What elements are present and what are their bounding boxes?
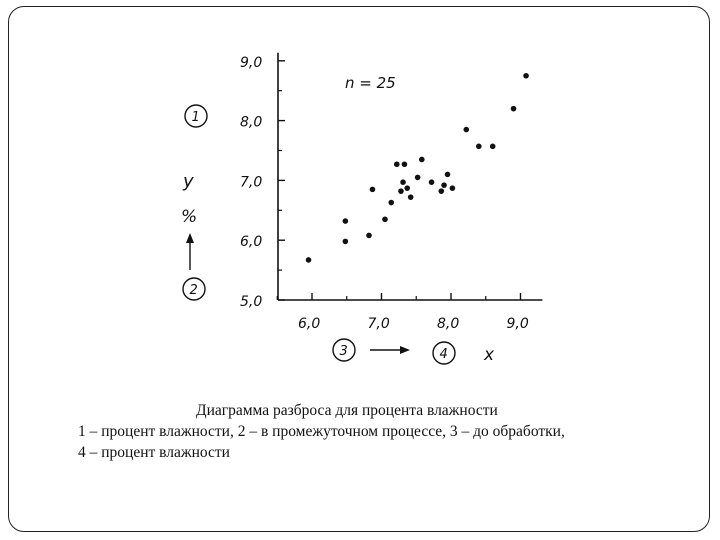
data-point	[414, 174, 421, 181]
data-point	[401, 161, 408, 168]
data-point	[398, 188, 404, 194]
chart-ticks: 5,0 6,0 7,0 8,0 9,0 6,0 7,0 8,0 9,0	[240, 55, 529, 332]
chart-labels: n = 25 x y %	[181, 74, 495, 365]
y-tick-label: 6,0	[240, 234, 262, 250]
circled-marker-label: 4	[440, 347, 448, 362]
data-point	[388, 199, 395, 206]
circled-marker-label: 1	[192, 110, 200, 125]
data-point	[305, 257, 312, 263]
data-point	[404, 185, 411, 191]
data-point	[449, 185, 456, 191]
data-point	[428, 179, 435, 185]
y-tick-label: 9,0	[240, 55, 262, 71]
data-point	[400, 179, 406, 185]
right-arrow-head	[400, 346, 410, 354]
circled-marker-4	[432, 341, 456, 365]
circled-marker-label: 3	[340, 344, 348, 359]
figure-caption: Диаграмма разброса для процента влажност…	[78, 400, 678, 463]
y-axis-label: y	[182, 171, 194, 192]
data-point	[463, 126, 470, 133]
scatter-chart: 5,0 6,0 7,0 8,0 9,0 6,0 7,0 8,0 9,0 n = 25 x y %…	[181, 52, 543, 365]
data-point	[342, 238, 349, 245]
x-tick-label: 9,0	[507, 316, 529, 332]
x-tick-label: 8,0	[437, 316, 459, 332]
chart-points	[305, 72, 529, 263]
data-point	[342, 218, 349, 224]
up-arrow-head	[186, 233, 194, 243]
data-point	[382, 216, 388, 223]
y-tick-label: 8,0	[240, 115, 262, 131]
circled-marker-1	[184, 104, 208, 128]
y-tick-label: 5,0	[240, 294, 262, 310]
circled-marker-2	[182, 277, 206, 301]
data-point	[444, 171, 451, 178]
data-point	[438, 188, 445, 194]
y-tick-label: 7,0	[240, 174, 262, 190]
caption-title: Диаграмма разброса для процента влажност…	[196, 402, 498, 419]
data-point	[489, 143, 496, 150]
x-tick-label: 6,0	[298, 316, 320, 332]
circled-markers: 1 2 3 4	[182, 104, 456, 365]
chart-axes	[277, 52, 543, 301]
x-axis-label: x	[483, 345, 495, 365]
data-point	[393, 161, 400, 168]
x-tick-label: 7,0	[368, 316, 390, 332]
data-point	[369, 186, 376, 193]
y-axis-unit: %	[181, 207, 197, 227]
data-point	[419, 156, 425, 163]
circled-marker-label: 2	[190, 283, 198, 298]
data-point	[366, 232, 372, 239]
data-point	[407, 194, 414, 200]
data-point	[510, 105, 517, 112]
data-point	[441, 182, 447, 188]
sample-size-annotation: n = 25	[345, 74, 396, 92]
data-point	[523, 72, 529, 79]
data-point	[476, 143, 482, 150]
slide-frame	[8, 6, 710, 532]
caption-line-3: 4 – процент влажности	[78, 444, 230, 461]
circled-marker-3	[332, 338, 356, 362]
caption-line-2: 1 – процент влажности, 2 – в промежуточн…	[78, 423, 565, 440]
